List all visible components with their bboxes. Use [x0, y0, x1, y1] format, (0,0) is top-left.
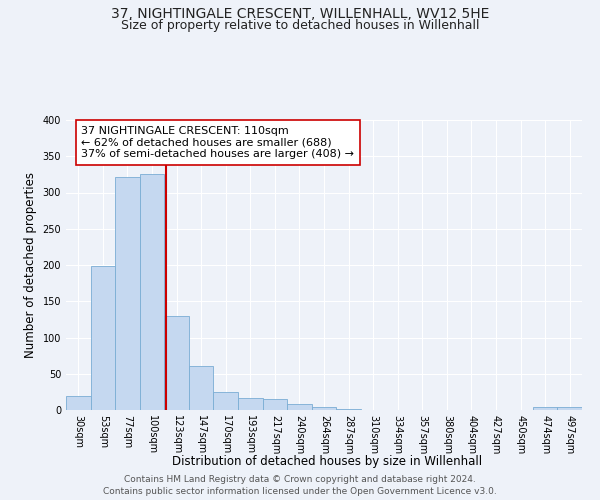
- Bar: [214, 392, 238, 410]
- Bar: [263, 399, 287, 410]
- Bar: [533, 407, 557, 410]
- Bar: [189, 366, 214, 410]
- Bar: [140, 174, 164, 410]
- Text: 37, NIGHTINGALE CRESCENT, WILLENHALL, WV12 5HE: 37, NIGHTINGALE CRESCENT, WILLENHALL, WV…: [111, 8, 489, 22]
- Bar: [238, 398, 263, 410]
- Bar: [312, 407, 336, 410]
- Bar: [91, 266, 115, 410]
- Text: 37 NIGHTINGALE CRESCENT: 110sqm
← 62% of detached houses are smaller (688)
37% o: 37 NIGHTINGALE CRESCENT: 110sqm ← 62% of…: [82, 126, 355, 159]
- Bar: [115, 178, 140, 410]
- Bar: [336, 408, 361, 410]
- Y-axis label: Number of detached properties: Number of detached properties: [24, 172, 37, 358]
- Bar: [164, 316, 189, 410]
- Text: Size of property relative to detached houses in Willenhall: Size of property relative to detached ho…: [121, 18, 479, 32]
- Bar: [66, 396, 91, 410]
- Bar: [287, 404, 312, 410]
- Text: Distribution of detached houses by size in Willenhall: Distribution of detached houses by size …: [172, 454, 482, 468]
- Bar: [557, 407, 582, 410]
- Text: Contains HM Land Registry data © Crown copyright and database right 2024.
Contai: Contains HM Land Registry data © Crown c…: [103, 474, 497, 496]
